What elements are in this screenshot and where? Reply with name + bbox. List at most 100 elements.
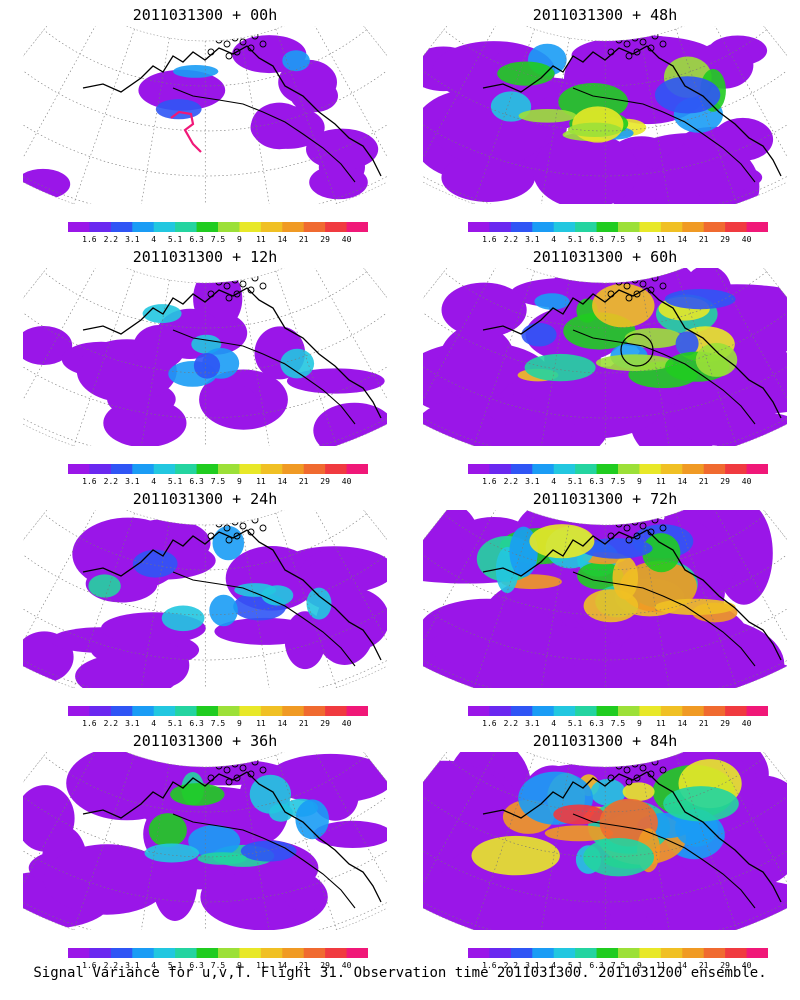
colorbar-tick-label: 5.1 — [567, 961, 583, 970]
colorbar-swatch — [260, 948, 283, 958]
colorbar-tick-label: 29 — [320, 961, 330, 970]
polar-sector-map — [23, 510, 387, 688]
colorbar-swatch — [282, 464, 305, 474]
colorbar-swatch — [110, 464, 133, 474]
panel-title: 2011031300 + 36h — [132, 732, 278, 750]
colorbar-swatch — [660, 222, 683, 232]
colorbar-tick-label: 29 — [720, 477, 730, 486]
colorbar-swatch — [553, 464, 576, 474]
colorbar-labels: 1.6 2.2 3.1 4 5.1 6.3 7.5 9 11 14 21 29 40 — [60, 719, 380, 729]
polar-sector-map — [423, 752, 787, 930]
colorbar-tick-label: 40 — [341, 477, 352, 486]
colorbar-swatch — [725, 222, 748, 232]
colorbar-swatch — [468, 222, 490, 232]
colorbar-tick-label: 7.5 — [210, 235, 226, 244]
colorbar-swatch — [260, 222, 283, 232]
colorbar-tick-label: 29 — [720, 235, 730, 244]
colorbar-swatch — [660, 948, 683, 958]
colorbar-swatch — [282, 948, 305, 958]
colorbar-swatch — [89, 464, 112, 474]
colorbar-labels: 1.6 2.2 3.1 4 5.1 6.3 7.5 9 11 14 21 29 40 — [460, 477, 780, 487]
colorbar-swatch — [218, 464, 240, 474]
colorbar-tick-label: 9 — [636, 235, 642, 244]
colorbar-tick-label: 7.5 — [210, 719, 226, 728]
colorbar-tick-label: 9 — [236, 961, 242, 970]
colorbar-tick-label: 4 — [151, 235, 157, 244]
colorbar-swatch — [703, 948, 726, 958]
colorbar-tick-label: 11 — [256, 719, 266, 728]
flight-track — [170, 110, 202, 153]
colorbar-tick-label: 14 — [677, 235, 688, 244]
colorbar-swatch — [196, 464, 219, 474]
colorbar — [68, 706, 368, 716]
colorbar-tick-label: 3.1 — [525, 477, 540, 486]
colorbar-swatch — [325, 706, 348, 716]
colorbar-tick-label: 3.1 — [125, 235, 140, 244]
colorbar-swatch — [260, 706, 283, 716]
colorbar-tick-label: 29 — [320, 235, 330, 244]
colorbar-tick-label: 29 — [720, 961, 730, 970]
colorbar-tick-label: 11 — [656, 719, 666, 728]
polar-sector-map — [423, 510, 787, 688]
colorbar-tick-label: 4 — [151, 477, 157, 486]
colorbar-swatch — [68, 948, 90, 958]
colorbar-tick-label: 11 — [256, 961, 266, 970]
colorbar-swatch — [239, 222, 262, 232]
colorbar-swatch — [703, 706, 726, 716]
colorbar-swatch — [596, 706, 619, 716]
colorbar-swatch — [68, 222, 90, 232]
panel-title: 2011031300 + 72h — [532, 490, 678, 508]
colorbar-swatch — [346, 706, 368, 716]
colorbar-tick-label: 7.5 — [610, 719, 626, 728]
colorbar-swatch — [303, 706, 326, 716]
colorbar-swatch — [132, 948, 155, 958]
colorbar-swatch — [489, 222, 512, 232]
colorbar-swatch — [725, 706, 748, 716]
colorbar-swatch — [89, 222, 112, 232]
colorbar-swatch — [596, 948, 619, 958]
colorbar-swatch — [489, 706, 512, 716]
colorbar-swatch — [346, 222, 368, 232]
colorbar-tick-label: 6.3 — [189, 477, 204, 486]
colorbar-tick-label: 5.1 — [567, 235, 583, 244]
colorbar-tick-label: 11 — [256, 235, 266, 244]
colorbar-tick-label: 29 — [720, 719, 730, 728]
colorbar-tick-label: 7.5 — [610, 477, 626, 486]
forecast-panel: 2011031300 + 60h 1.6 2.2 3.1 4 5.1 6.3 7.5 9 11 14… — [415, 242, 795, 487]
colorbar-swatch — [532, 706, 555, 716]
colorbar-swatch — [596, 464, 619, 474]
colorbar-swatch — [553, 948, 576, 958]
colorbar-swatch — [596, 222, 619, 232]
colorbar-tick-label: 6.3 — [589, 961, 604, 970]
colorbar-swatch — [153, 222, 176, 232]
colorbar-swatch — [510, 222, 533, 232]
polar-sector-map — [23, 752, 387, 930]
colorbar-swatch — [303, 222, 326, 232]
colorbar-swatch — [303, 948, 326, 958]
colorbar-swatch — [703, 464, 726, 474]
colorbar-swatch — [639, 706, 662, 716]
panel-title: 2011031300 + 00h — [132, 6, 278, 24]
colorbar-tick-label: 14 — [677, 477, 688, 486]
colorbar-tick-label: 40 — [741, 235, 752, 244]
colorbar-swatch — [110, 948, 133, 958]
panel-title: 2011031300 + 24h — [132, 490, 278, 508]
panel-title: 2011031300 + 84h — [532, 732, 678, 750]
colorbar — [468, 706, 768, 716]
colorbar-tick-label: 21 — [698, 719, 709, 728]
colorbar-tick-label: 4 — [551, 235, 557, 244]
colorbar-swatch — [196, 706, 219, 716]
colorbar-tick-label: 4 — [151, 961, 157, 970]
colorbar-tick-label: 21 — [698, 961, 709, 970]
panel-title: 2011031300 + 60h — [532, 248, 678, 266]
colorbar-swatch — [660, 706, 683, 716]
colorbar-swatch — [68, 706, 90, 716]
panel-title: 2011031300 + 48h — [532, 6, 678, 24]
colorbar-tick-label: 21 — [298, 235, 309, 244]
colorbar-swatch — [618, 222, 640, 232]
colorbar-swatch — [132, 464, 155, 474]
colorbar-swatch — [325, 464, 348, 474]
colorbar-swatch — [510, 948, 533, 958]
colorbar-tick-label: 1.6 — [482, 961, 497, 970]
colorbar-tick-label: 14 — [677, 961, 688, 970]
